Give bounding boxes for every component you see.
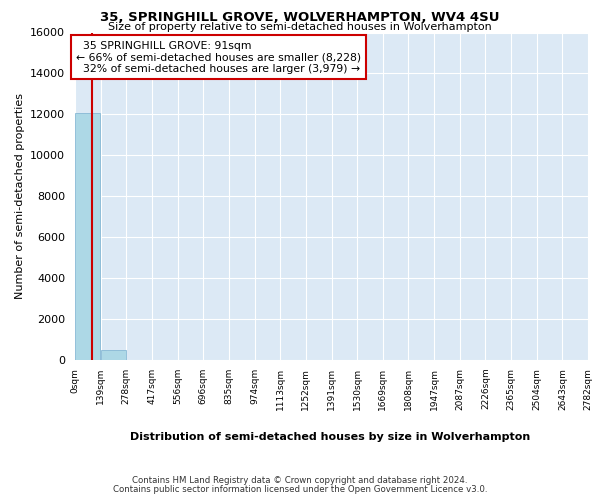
Text: 35, SPRINGHILL GROVE, WOLVERHAMPTON, WV4 4SU: 35, SPRINGHILL GROVE, WOLVERHAMPTON, WV4… [100,11,500,24]
Text: Contains public sector information licensed under the Open Government Licence v3: Contains public sector information licen… [113,485,487,494]
Text: Size of property relative to semi-detached houses in Wolverhampton: Size of property relative to semi-detach… [108,22,492,32]
Bar [101,350,126,360]
Bar [75,114,100,360]
Text: 35 SPRINGHILL GROVE: 91sqm
← 66% of semi-detached houses are smaller (8,228)
  3: 35 SPRINGHILL GROVE: 91sqm ← 66% of semi… [76,40,361,74]
Text: Contains HM Land Registry data © Crown copyright and database right 2024.: Contains HM Land Registry data © Crown c… [132,476,468,485]
Y-axis label: Number of semi-detached properties: Number of semi-detached properties [14,93,25,299]
Text: Distribution of semi-detached houses by size in Wolverhampton: Distribution of semi-detached houses by … [130,432,530,442]
